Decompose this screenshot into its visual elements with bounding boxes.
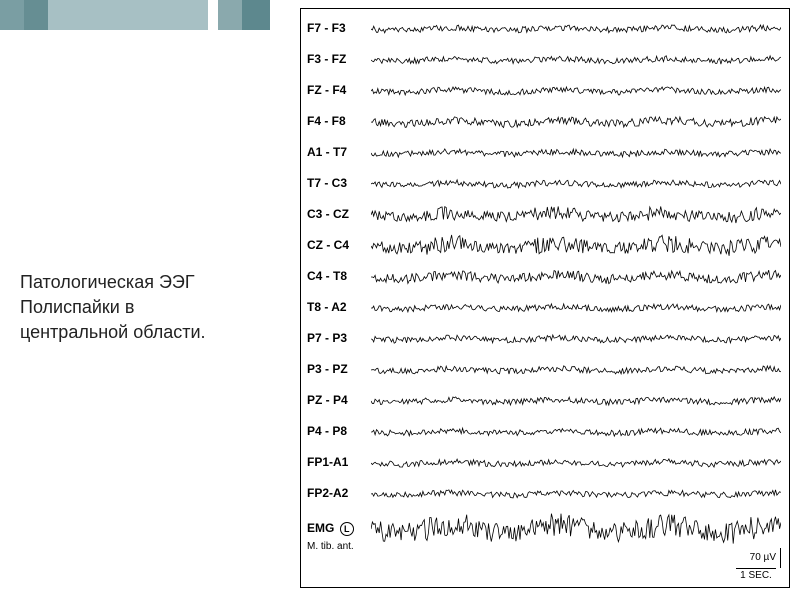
channel-label: F4 - F8 — [307, 114, 346, 128]
channel-label: PZ - P4 — [307, 393, 348, 407]
emg-sublabel: M. tib. ant. — [307, 541, 354, 552]
channel-label: C3 - CZ — [307, 207, 349, 221]
channel-label: FP1-A1 — [307, 455, 348, 469]
channel-label: T8 - A2 — [307, 300, 347, 314]
caption-line: Патологическая ЭЭГ — [20, 270, 280, 295]
eeg-chart-frame: F7 - F3 F3 - FZ FZ - F4 F4 - F8 A1 - T7 T7 - … — [300, 8, 790, 588]
emg-label: EMG L — [307, 521, 354, 536]
emg-trace — [371, 509, 785, 549]
channel-label: F7 - F3 — [307, 21, 346, 35]
channel-label: FP2-A2 — [307, 486, 348, 500]
caption-line: центральной области. — [20, 320, 280, 345]
channel-label: A1 - T7 — [307, 145, 347, 159]
scale-v-label: 70 µV — [736, 548, 781, 568]
caption-line: Полиспайки в — [20, 295, 280, 320]
header-decoration — [0, 0, 270, 30]
channel-label: F3 - FZ — [307, 52, 346, 66]
channel-label: T7 - C3 — [307, 176, 347, 190]
caption-text: Патологическая ЭЭГ Полиспайки в централь… — [20, 270, 280, 346]
channel-label: P4 - P8 — [307, 424, 347, 438]
eeg-trace — [371, 474, 785, 514]
channel-label: P7 - P3 — [307, 331, 347, 345]
channel-label: C4 - T8 — [307, 269, 347, 283]
channel-label: P3 - PZ — [307, 362, 348, 376]
scale-bar: 70 µV1 SEC. — [736, 548, 781, 581]
channel-label: FZ - F4 — [307, 83, 346, 97]
scale-h-label: 1 SEC. — [736, 568, 776, 581]
channel-label: CZ - C4 — [307, 238, 349, 252]
